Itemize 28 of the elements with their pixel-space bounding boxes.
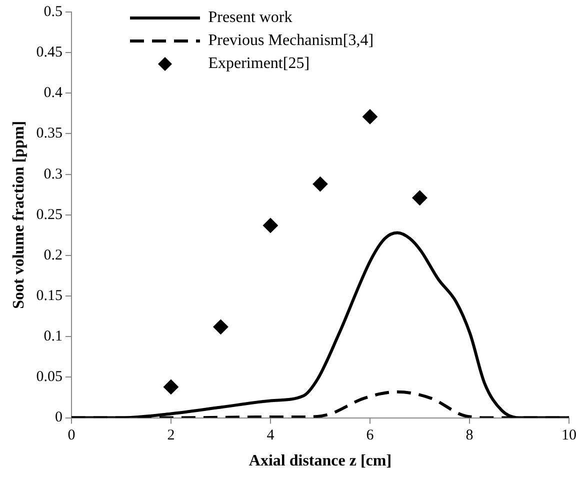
- y-tick-label: 0.25: [36, 206, 62, 223]
- legend-label: Experiment[25]: [208, 54, 310, 72]
- point: [163, 379, 178, 394]
- y-tick-label: 0: [54, 410, 62, 426]
- x-tick-label: 2: [167, 428, 175, 444]
- y-tick-label: 0.35: [36, 126, 62, 142]
- point: [362, 109, 378, 124]
- y-tick-label: 0.4: [44, 85, 63, 102]
- x-tick-label: 0: [68, 428, 76, 444]
- x-axis-title: Axial distance z [cm]: [248, 452, 392, 470]
- x-tick-label: 4: [266, 428, 275, 444]
- point: [312, 176, 328, 192]
- x-tick-label: 6: [366, 428, 374, 444]
- x-tick-label: 8: [466, 428, 474, 444]
- legend-label: Present work: [208, 8, 292, 26]
- point: [213, 319, 228, 334]
- x-tick-label: 10: [562, 428, 576, 444]
- y-tick-label: 0.45: [36, 44, 62, 61]
- y-tick-label: 0.1: [44, 328, 62, 345]
- y-axis-title: Soot volume fraction [ppm]: [10, 120, 28, 309]
- y-tick-label: 0.15: [36, 288, 62, 304]
- legend-label: Previous Mechanism[3,4]: [208, 32, 374, 50]
- y-tick-label: 0.5: [44, 4, 62, 20]
- y-tick-label: 0.3: [44, 166, 62, 182]
- point: [262, 218, 278, 233]
- y-tick-label: 0.05: [36, 369, 62, 386]
- point: [412, 190, 428, 206]
- y-tick-label: 0.2: [44, 247, 62, 264]
